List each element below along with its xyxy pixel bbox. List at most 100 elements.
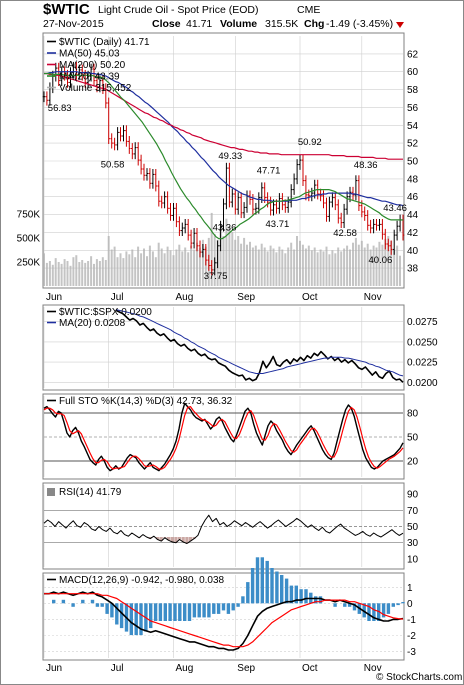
price-annotation: 47.71: [257, 166, 281, 177]
macd-histogram-bar: [343, 603, 347, 607]
macd-panel: [42, 572, 405, 661]
macd-histogram-bar: [183, 603, 187, 621]
volume-bar: [325, 246, 328, 286]
macd-histogram-bar: [391, 603, 395, 607]
x-tick-label: Oct: [302, 663, 318, 674]
macd-histogram-bar: [250, 568, 255, 604]
macd-histogram-bar: [314, 596, 318, 604]
macd-histogram-bar: [284, 578, 289, 604]
exchange-label: CME: [297, 4, 320, 16]
volume-bar: [196, 242, 198, 286]
macd-histogram-bar: [333, 603, 337, 607]
ratio-panel: [42, 304, 405, 391]
volume-bar: [45, 262, 48, 286]
rsi-oversold-shade: [159, 537, 163, 542]
macd-histogram-bar: [260, 557, 264, 604]
volume-bar: [275, 252, 278, 286]
macd-histogram-bar: [396, 603, 400, 606]
x-tick-label: Jul: [111, 663, 124, 674]
x-tick-label: Aug: [176, 663, 194, 674]
macd-histogram-bar: [401, 602, 405, 604]
volume-bar: [101, 257, 104, 286]
volume-bar: [340, 251, 343, 286]
volume-value: 315.5K: [265, 18, 298, 30]
macd-histogram-bar: [304, 589, 308, 604]
volume-bar: [110, 249, 113, 286]
macd-histogram-bar: [231, 603, 235, 611]
volume-bar: [296, 236, 298, 286]
volume-bar: [354, 237, 357, 286]
macd-histogram-bar: [168, 603, 172, 621]
close-label: Close: [152, 18, 181, 30]
price-annotation: 40.06: [369, 255, 393, 266]
volume-tick-label: 250K: [17, 258, 41, 269]
macd-histogram-bar: [377, 603, 381, 621]
watermark: © StockCharts.com: [376, 672, 462, 683]
macd-histogram-bar: [81, 599, 85, 604]
volume-bar: [69, 265, 72, 286]
volume-bar: [181, 251, 184, 286]
price-legend-label: $WTIC (Daily) 41.71: [59, 37, 150, 48]
volume-bar: [393, 249, 396, 286]
rsi-panel: [42, 482, 405, 570]
volume-bar: [246, 244, 248, 286]
volume-bar: [104, 260, 107, 286]
rsi-oversold-shade: [167, 537, 171, 541]
volume-tick-label: 500K: [17, 233, 41, 244]
macd-histogram-bar: [241, 596, 245, 604]
volume-bar: [319, 249, 322, 286]
volume-bar: [48, 261, 51, 286]
rsi-legend-swatch: [47, 488, 55, 496]
volume-bar: [307, 245, 310, 286]
macd-histogram-bar: [105, 603, 109, 614]
price-annotation: 48.36: [354, 160, 378, 171]
chg-label: Chg: [304, 18, 324, 30]
volume-bar: [63, 259, 66, 286]
volume-bar: [175, 249, 178, 286]
volume-bar: [166, 246, 169, 286]
price-legend-label: MA(50) 45.03: [59, 49, 120, 60]
volume-bar: [328, 254, 331, 286]
stoch-legend-label: Full STO %K(14,3) %D(3) 42.73, 36.32: [59, 396, 233, 407]
ratio-tick-label: 0.0225: [407, 358, 438, 369]
price-tick-label: 48: [407, 174, 419, 185]
macd-histogram-bar: [52, 599, 56, 604]
macd-histogram-bar: [236, 603, 240, 607]
volume-bar: [269, 245, 272, 286]
stoch-d-line: [43, 406, 404, 470]
volume-bar: [346, 245, 349, 286]
volume-bar: [43, 253, 45, 286]
volume-bar: [316, 252, 319, 286]
macd-histogram-bar: [221, 603, 226, 611]
macd-histogram-bar: [187, 603, 192, 621]
ratio-line: [115, 309, 404, 383]
macd-histogram-bar: [372, 603, 376, 621]
stoch-tick-label: 20: [407, 457, 419, 468]
volume-bar: [313, 247, 316, 286]
stoch-tick-label: 50: [407, 433, 419, 444]
volume-bar: [81, 260, 84, 286]
x-tick-label: Nov: [364, 663, 382, 674]
macd-histogram-bar: [110, 603, 114, 618]
volume-bar: [284, 253, 287, 286]
volume-bar: [57, 262, 60, 286]
volume-bar: [343, 248, 346, 286]
macd-tick-label: -2: [407, 631, 416, 642]
volume-bar: [98, 261, 101, 286]
rsi-oversold-shade: [177, 537, 182, 540]
volume-bar: [116, 257, 119, 286]
volume-bar: [378, 241, 381, 286]
volume-bar: [290, 242, 293, 286]
volume-bar: [148, 245, 151, 286]
price-annotation: 56.83: [48, 103, 72, 114]
volume-bar: [299, 240, 301, 286]
volume-bar: [257, 249, 260, 286]
price-tick-label: 44: [407, 210, 419, 221]
macd-histogram-bar: [226, 603, 231, 614]
x-tick-label: Aug: [176, 292, 194, 303]
price-legend-label: Volume 315,452: [59, 83, 132, 94]
price-tick-label: 52: [407, 139, 419, 150]
volume-bar: [122, 258, 125, 286]
macd-histogram-bar: [367, 603, 371, 621]
